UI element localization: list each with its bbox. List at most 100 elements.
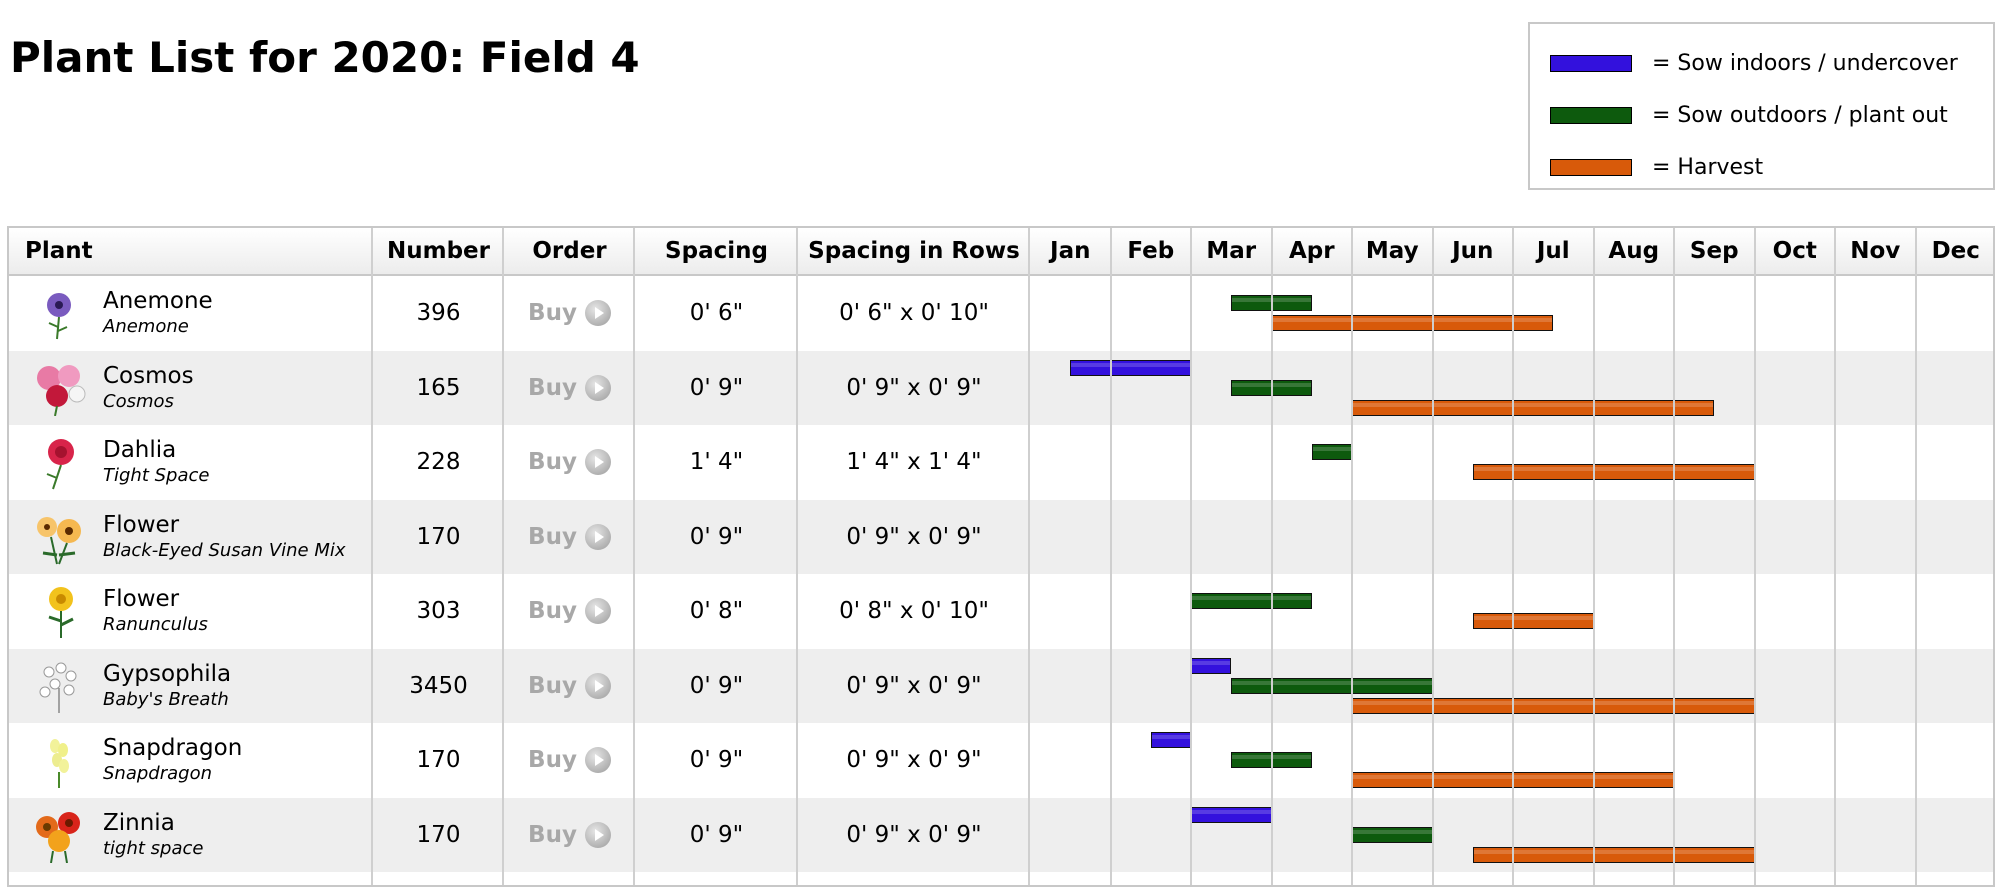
schedule-bar-harvest (1472, 613, 1594, 629)
column-divider (633, 228, 635, 885)
schedule-bar-harvest (1472, 846, 1755, 863)
plant-spacing-in-rows: 0' 9" x 0' 9" (846, 523, 982, 550)
schedule-bar-indoor (1191, 806, 1272, 823)
plant-number: 165 (416, 374, 461, 401)
schedule-bar-harvest (1271, 315, 1554, 331)
snapdragon-icon (50, 739, 69, 788)
buy-button[interactable]: Buy (504, 276, 635, 350)
schedule-bar-outdoor (1191, 593, 1312, 609)
black-eyed-susan-icon (37, 516, 81, 564)
zinnia-icon (36, 811, 80, 863)
schedule-bar-outdoor (1352, 826, 1433, 843)
plant-spacing-in-rows: 0' 9" x 0' 9" (846, 374, 982, 401)
header-month-oct: Oct (1772, 238, 1817, 264)
buy-button[interactable]: Buy (504, 425, 635, 499)
plant-name[interactable]: Gypsophila (103, 660, 232, 687)
schedule-bar-harvest (1352, 697, 1755, 714)
buy-label: Buy (528, 449, 577, 475)
header-month-mar: Mar (1206, 238, 1257, 264)
plant-spacing-in-rows: 0' 9" x 0' 9" (846, 747, 982, 773)
plant-name[interactable]: Zinnia (103, 809, 175, 836)
table-row: Cosmos Cosmos 165 Buy 0' 9" 0' 9" x 0' 9" (9, 350, 1993, 425)
schedule-bar-indoor (1070, 359, 1191, 376)
play-arrow-icon (584, 374, 611, 401)
cosmos-icon (37, 364, 86, 416)
column-divider (1915, 228, 1917, 885)
buy-button[interactable]: Buy (504, 723, 635, 797)
header-spacing: Spacing (665, 238, 768, 264)
plant-name[interactable]: Cosmos (103, 362, 194, 389)
legend: = Sow indoors / undercover = Sow outdoor… (1528, 22, 1995, 190)
plant-spacing: 0' 9" (689, 821, 744, 848)
dahlia-icon (46, 439, 74, 490)
plant-spacing: 0' 9" (689, 747, 744, 773)
plant-spacing-in-rows: 0' 6" x 0' 10" (839, 300, 989, 326)
column-divider (1351, 228, 1353, 885)
table-row: Anemone Anemone 396 Buy 0' 6" 0' 6" x 0' 10" (9, 276, 1993, 350)
plant-spacing: 1' 4" (689, 449, 744, 475)
buy-button[interactable]: Buy (504, 649, 635, 723)
plant-name[interactable]: Snapdragon (103, 735, 243, 761)
header-month-may: May (1365, 238, 1419, 264)
plant-name[interactable]: Dahlia (103, 437, 177, 463)
buy-label: Buy (528, 672, 577, 699)
plant-name[interactable]: Anemone (103, 288, 213, 314)
table-row: Snapdragon Snapdragon 170 Buy 0' 9" 0' 9" x 0… (9, 723, 1993, 797)
plant-variety: Snapdragon (103, 763, 212, 784)
plant-variety: Cosmos (103, 390, 174, 412)
table-row: Zinnia tight space 170 Buy 0' 9" 0' 9" x 0' 9… (9, 797, 1993, 872)
header-number: Number (387, 238, 490, 264)
column-divider (1673, 228, 1675, 885)
header-month-dec: Dec (1931, 238, 1980, 264)
table-row: Flower Ranunculus 303 Buy 0' 8" 0' 8" x 0' 10… (9, 574, 1993, 648)
plant-spacing: 0' 9" (689, 374, 744, 401)
plant-name[interactable]: Flower (103, 586, 180, 612)
header-month-apr: Apr (1288, 238, 1335, 264)
ranunculus-icon (48, 587, 74, 638)
header-month-jan: Jan (1050, 238, 1091, 264)
header-order: Order (532, 238, 607, 264)
legend-label-indoor: = Sow indoors / undercover (1652, 50, 1958, 76)
buy-button[interactable]: Buy (504, 798, 635, 872)
play-arrow-icon (584, 821, 611, 848)
column-divider (502, 228, 504, 885)
play-arrow-icon (584, 523, 611, 550)
column-divider (371, 228, 373, 885)
column-divider (1432, 228, 1434, 885)
play-arrow-icon (584, 747, 611, 773)
plant-spacing-in-rows: 0' 9" x 0' 9" (846, 821, 982, 848)
buy-button[interactable]: Buy (504, 500, 635, 574)
schedule-bar-harvest (1352, 399, 1715, 416)
header-month-aug: Aug (1608, 238, 1660, 264)
header-month-jul: Jul (1536, 238, 1570, 264)
plant-number: 228 (416, 449, 461, 475)
page-title: Plant List for 2020: Field 4 (10, 33, 640, 82)
plant-number: 170 (416, 523, 461, 550)
play-arrow-icon (584, 598, 611, 624)
plant-number: 170 (416, 747, 461, 773)
schedule-bar-indoor (1191, 657, 1232, 674)
legend-label-harvest: = Harvest (1652, 154, 1764, 180)
header-month-feb: Feb (1127, 238, 1175, 264)
table-row: Gypsophila Baby's Breath 3450 Buy 0' 9" 0' 9"… (9, 648, 1993, 723)
column-divider (1754, 228, 1756, 885)
legend-swatch-outdoor (1550, 106, 1632, 124)
plant-number: 170 (416, 821, 461, 848)
schedule-bar-indoor (1150, 732, 1191, 748)
plant-number: 3450 (409, 672, 468, 699)
plant-spacing: 0' 9" (689, 523, 744, 550)
buy-button[interactable]: Buy (504, 574, 635, 648)
schedule-bar-harvest (1472, 464, 1755, 480)
plant-name[interactable]: Flower (103, 511, 180, 538)
column-divider (1593, 228, 1595, 885)
legend-item-outdoor: = Sow outdoors / plant out (1550, 100, 1948, 130)
header-spacing-in-rows: Spacing in Rows (808, 238, 1020, 264)
plant-spacing-in-rows: 1' 4" x 1' 4" (846, 449, 982, 475)
buy-button[interactable]: Buy (504, 351, 635, 425)
plant-spacing: 0' 9" (689, 672, 744, 699)
play-arrow-icon (584, 300, 611, 326)
buy-label: Buy (528, 821, 577, 848)
header-month-jun: Jun (1452, 238, 1494, 264)
header-month-sep: Sep (1689, 238, 1739, 264)
table-header: Plant Number Order Spacing Spacing in Ro… (9, 228, 1993, 276)
